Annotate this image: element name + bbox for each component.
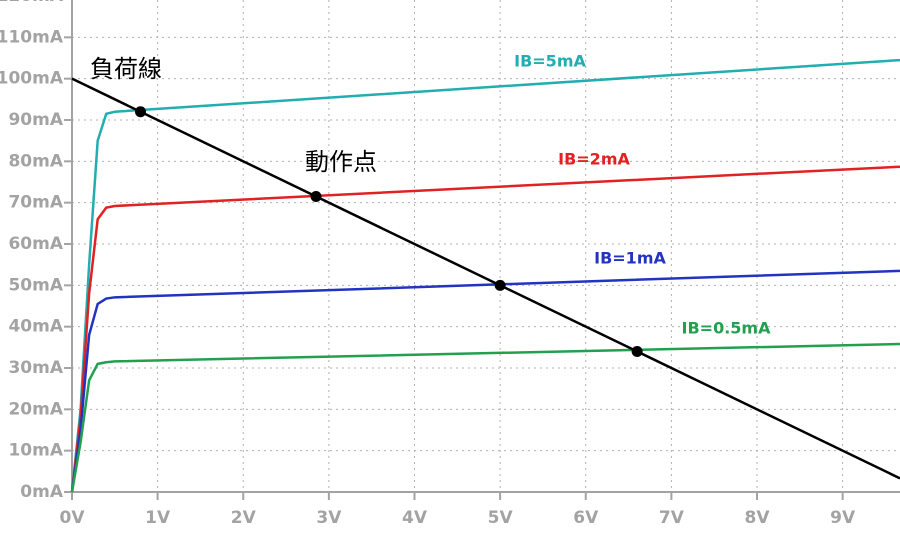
y-tick-label: 120mA <box>0 0 64 6</box>
y-tick-label: 60mA <box>8 234 63 254</box>
operating-point <box>310 190 322 202</box>
y-tick-label: 0mA <box>20 482 64 502</box>
y-tick-label: 70mA <box>8 193 63 213</box>
operating-point-label: 動作点 <box>305 148 377 176</box>
series-label: IB=0.5mA <box>682 319 772 338</box>
operating-point <box>631 345 643 357</box>
series-line <box>70 165 900 493</box>
operating-point <box>494 279 506 291</box>
x-tick-label: 2V <box>231 508 257 528</box>
y-tick-label: 100mA <box>0 69 64 89</box>
series-line <box>70 342 900 493</box>
series-label: IB=5mA <box>514 52 586 71</box>
x-tick-label: 7V <box>659 508 685 528</box>
load-line-label: 負荷線 <box>90 55 162 83</box>
series-label: IB=1mA <box>594 249 666 268</box>
series-label: IB=2mA <box>558 150 630 169</box>
x-tick-label: 5V <box>488 508 514 528</box>
y-tick-label: 40mA <box>8 317 63 337</box>
y-tick-label: 80mA <box>8 151 63 171</box>
x-tick-label: 3V <box>316 508 342 528</box>
y-tick-label: 30mA <box>8 358 63 378</box>
operating-point <box>135 106 147 118</box>
y-tick-label: 10mA <box>8 441 63 461</box>
x-tick-label: 6V <box>573 508 599 528</box>
y-tick-label: 110mA <box>0 27 64 47</box>
x-tick-label: 4V <box>402 508 428 528</box>
x-tick-label: 8V <box>745 508 771 528</box>
x-tick-label: 0V <box>60 508 86 528</box>
y-tick-label: 20mA <box>8 399 63 419</box>
x-tick-label: 9V <box>830 508 856 528</box>
load-line <box>71 77 900 480</box>
x-tick-label: 1V <box>145 508 171 528</box>
series-line <box>70 269 900 493</box>
y-tick-label: 90mA <box>8 110 63 130</box>
y-tick-label: 50mA <box>8 275 63 295</box>
